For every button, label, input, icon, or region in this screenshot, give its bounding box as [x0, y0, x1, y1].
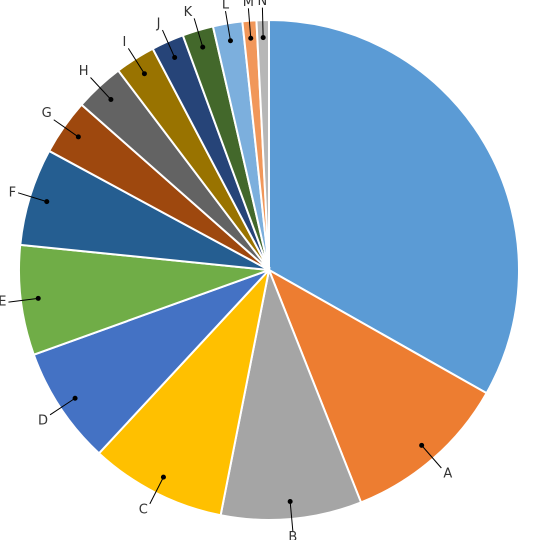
leader-line: [193, 18, 204, 48]
slice-label: L: [222, 0, 230, 13]
pie-slice: [268, 18, 520, 395]
slice-label: G: [42, 106, 52, 121]
slice-label: A: [443, 466, 452, 481]
slice-label: J: [156, 17, 161, 32]
leader-dot: [141, 71, 147, 77]
leader-dot: [72, 395, 78, 401]
leader-line: [8, 297, 39, 303]
leader-dot: [44, 199, 50, 205]
leader-line: [149, 476, 164, 505]
leader-line: [261, 7, 264, 38]
leader-dot: [172, 55, 178, 61]
leader-line: [127, 48, 145, 74]
slice-label: M: [243, 0, 254, 10]
leader-dot: [35, 295, 41, 301]
slice-label: H: [79, 64, 89, 79]
leader-line: [247, 8, 252, 39]
leader-dot: [75, 134, 81, 140]
slice-label: K: [184, 5, 193, 20]
leader-dot: [200, 44, 206, 50]
leader-dot: [227, 38, 233, 44]
leader-line: [49, 397, 76, 416]
slice-label: N: [258, 0, 268, 9]
leader-line: [53, 119, 79, 138]
slice-label: E: [0, 295, 6, 310]
slice-label: F: [9, 185, 16, 200]
leader-dot: [108, 97, 114, 103]
leader-line: [90, 77, 112, 100]
slice-label: C: [139, 502, 148, 517]
leader-line: [289, 501, 294, 532]
slice-label: B: [288, 530, 297, 540]
leader-dot: [260, 35, 266, 41]
leader-line: [17, 192, 47, 203]
slice-label: I: [123, 35, 127, 50]
leader-line: [225, 11, 231, 41]
leader-dot: [248, 35, 254, 41]
leader-dot: [419, 442, 425, 448]
leader-line: [421, 445, 442, 469]
leader-line: [162, 29, 176, 58]
leader-dot: [287, 499, 293, 505]
leader-dot: [160, 474, 166, 480]
slice-label: D: [38, 413, 48, 428]
